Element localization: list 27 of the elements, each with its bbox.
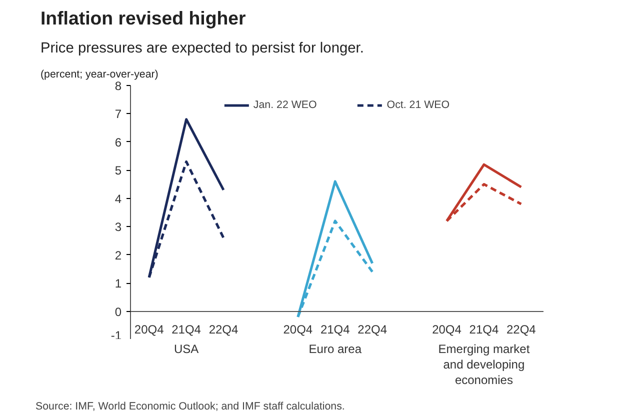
x-tick-label: 22Q4 bbox=[358, 322, 388, 336]
y-tick-label: 7 bbox=[114, 107, 122, 122]
x-tick-label: 20Q4 bbox=[134, 322, 164, 336]
y-tick-label: 1 bbox=[114, 276, 122, 291]
y-tick-label: 3 bbox=[114, 220, 122, 234]
chart-title: Inflation revised higher bbox=[40, 8, 246, 28]
x-tick-label: 21Q4 bbox=[172, 322, 202, 336]
legend-label: Jan. 22 WEO bbox=[253, 99, 317, 111]
text: Euro area bbox=[308, 342, 362, 356]
y-tick-label: 6 bbox=[114, 135, 122, 150]
x-tick-label: 22Q4 bbox=[506, 322, 536, 336]
y-tick-label: 5 bbox=[114, 164, 122, 178]
x-tick-label: 21Q4 bbox=[469, 322, 499, 336]
y-tick-label: 8 bbox=[114, 79, 122, 93]
x-tick-label: 20Q4 bbox=[283, 322, 313, 336]
y-axis-title: (percent; year-over-year) bbox=[40, 68, 158, 80]
text: Emerging market and developing economies bbox=[438, 342, 530, 387]
legend-label: Oct. 21 WEO bbox=[386, 99, 450, 111]
source-note: Source: IMF, World Economic Outlook; and IMF staff calculations. bbox=[36, 400, 345, 412]
y-tick-label: 4 bbox=[114, 192, 122, 206]
y-tick-label: 0 bbox=[114, 304, 122, 319]
text: USA bbox=[174, 342, 199, 356]
y-tick-label: 2 bbox=[114, 248, 122, 262]
chart-subtitle: Price pressures are expected to persist for longer. bbox=[40, 40, 364, 56]
x-tick-label: 20Q4 bbox=[432, 322, 462, 336]
x-tick-label: 21Q4 bbox=[320, 322, 350, 336]
x-tick-label: 22Q4 bbox=[208, 322, 239, 336]
